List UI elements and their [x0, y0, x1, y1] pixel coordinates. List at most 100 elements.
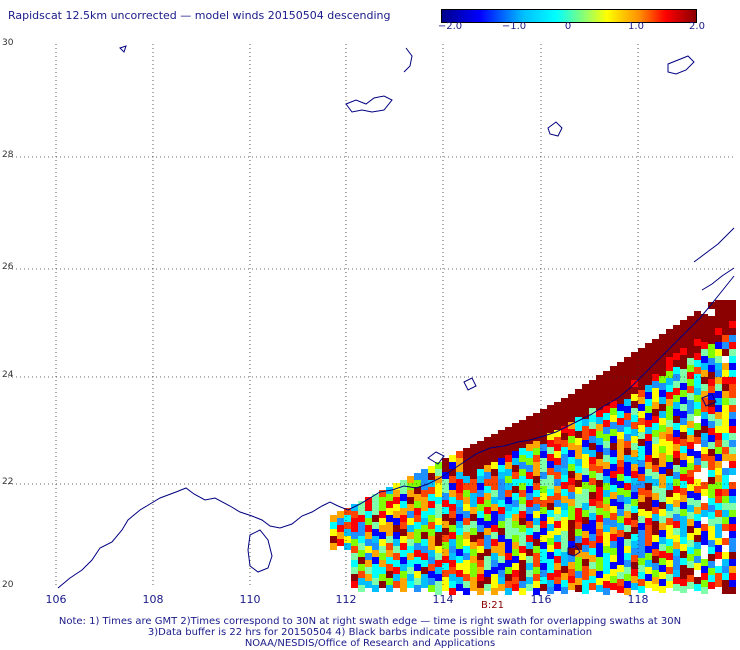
data-cell: [463, 588, 470, 595]
data-cell: [477, 525, 484, 532]
data-cell: [715, 524, 722, 531]
data-cell: [652, 542, 659, 549]
data-cell: [624, 539, 631, 546]
lon-label-118: 118: [627, 593, 649, 606]
data-cell: [652, 451, 659, 458]
data-cell: [680, 411, 687, 418]
lon-label-116: 116: [530, 593, 552, 606]
data-cell: [715, 587, 722, 594]
data-cell: [365, 560, 372, 567]
data-cell: [645, 364, 652, 371]
data-cell: [715, 482, 722, 489]
data-cell: [673, 500, 680, 507]
data-cell: [729, 573, 736, 580]
data-cell: [701, 531, 708, 538]
data-cell: [512, 521, 519, 528]
data-cell: [491, 525, 498, 532]
data-cell: [708, 302, 715, 309]
data-cell: [379, 518, 386, 525]
data-cell: [666, 427, 673, 434]
data-cell: [659, 376, 666, 383]
data-cell: [687, 491, 694, 498]
data-cell: [708, 414, 715, 421]
data-cell: [729, 370, 736, 377]
data-cell: [631, 422, 638, 429]
data-cell: [610, 422, 617, 429]
data-cell: [596, 571, 603, 578]
lat-label-24: 24: [2, 370, 14, 380]
data-cell: [456, 514, 463, 521]
data-cell: [624, 462, 631, 469]
data-cell: [666, 469, 673, 476]
data-cell: [463, 511, 470, 518]
data-cell: [547, 405, 554, 412]
data-cell: [687, 400, 694, 407]
data-cell: [596, 438, 603, 445]
data-cell: [729, 524, 736, 531]
data-cell: [421, 476, 428, 483]
data-cell: [575, 494, 582, 501]
data-cell: [491, 518, 498, 525]
data-cell: [722, 356, 729, 363]
data-cell: [617, 369, 624, 376]
data-cell: [386, 494, 393, 501]
data-cell: [449, 455, 456, 462]
data-cell: [358, 585, 365, 592]
data-cell: [533, 518, 540, 525]
data-cell: [379, 490, 386, 497]
data-cell: [386, 501, 393, 508]
data-cell: [687, 505, 694, 512]
data-cell: [456, 472, 463, 479]
data-cell: [722, 468, 729, 475]
data-cell: [414, 571, 421, 578]
data-cell: [617, 488, 624, 495]
data-cell: [477, 588, 484, 595]
data-cell: [729, 405, 736, 412]
data-cell: [526, 500, 533, 507]
data-cell: [610, 541, 617, 548]
data-cell: [729, 566, 736, 573]
data-cell: [652, 570, 659, 577]
data-cell: [400, 480, 407, 487]
data-cell: [589, 555, 596, 562]
data-cell: [659, 481, 666, 488]
data-cell: [463, 560, 470, 567]
data-cell: [540, 500, 547, 507]
data-cell: [673, 542, 680, 549]
data-cell: [680, 439, 687, 446]
data-cell: [540, 472, 547, 479]
data-cell: [449, 518, 456, 525]
data-cell: [393, 574, 400, 581]
data-cell: [680, 544, 687, 551]
data-cell: [449, 588, 456, 595]
data-cell: [498, 570, 505, 577]
data-cell: [365, 553, 372, 560]
data-cell: [491, 539, 498, 546]
data-cell: [652, 528, 659, 535]
data-cell: [701, 517, 708, 524]
data-cell: [624, 588, 631, 595]
data-cell: [351, 546, 358, 553]
data-cell: [673, 339, 680, 346]
data-cell: [498, 563, 505, 570]
data-cell: [589, 478, 596, 485]
data-cell: [540, 549, 547, 556]
data-cell: [673, 458, 680, 465]
data-cell: [421, 518, 428, 525]
data-cell: [561, 475, 568, 482]
data-cell: [652, 535, 659, 542]
data-cell: [372, 571, 379, 578]
data-cell: [568, 527, 575, 534]
data-cell: [365, 497, 372, 504]
data-cell: [477, 476, 484, 483]
data-cell: [554, 423, 561, 430]
data-cell: [470, 514, 477, 521]
data-cell: [624, 525, 631, 532]
data-cell: [722, 531, 729, 538]
data-cell: [477, 441, 484, 448]
data-cell: [694, 535, 701, 542]
data-cell: [554, 465, 561, 472]
data-cell: [533, 490, 540, 497]
data-cell: [673, 570, 680, 577]
data-cell: [715, 412, 722, 419]
